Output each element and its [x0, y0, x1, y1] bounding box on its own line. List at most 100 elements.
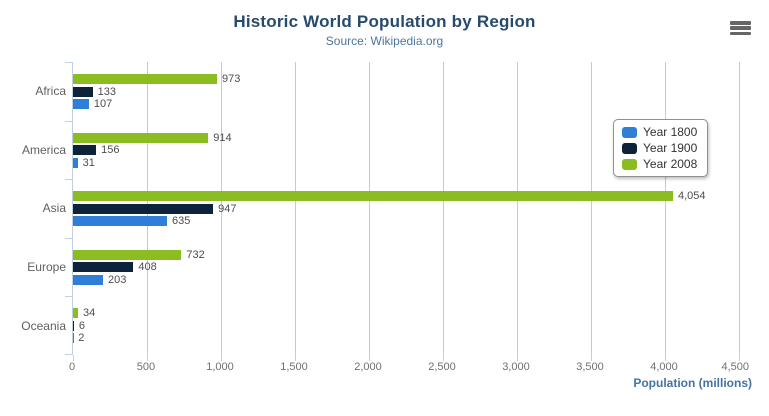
bar-africa-year-1800[interactable]	[73, 99, 89, 109]
x-tick-mark	[146, 355, 148, 361]
data-label: 31	[82, 156, 95, 169]
x-tick-label: 1,500	[280, 361, 308, 373]
data-label: 203	[108, 273, 127, 286]
bar-line: 133	[73, 85, 739, 98]
x-tick-mark	[220, 355, 222, 361]
bar-line: 732	[73, 248, 739, 261]
category-row: 914 156 31	[73, 121, 739, 180]
hamburger-icon	[730, 26, 751, 30]
bar-america-year-1800[interactable]	[73, 157, 78, 168]
legend-item-year-2008[interactable]: Year 2008	[622, 156, 697, 172]
chart-title: Historic World Population by Region	[233, 12, 536, 31]
gridline	[295, 62, 296, 355]
bar-line: 2	[73, 332, 739, 345]
legend-swatch	[622, 142, 637, 154]
bar-asia-year-1900[interactable]	[73, 203, 214, 214]
bar-line: 31	[73, 156, 739, 169]
bar-asia-year-2008[interactable]	[73, 191, 673, 202]
bar-europe-year-1800[interactable]	[73, 274, 104, 285]
bar-line: 203	[73, 273, 739, 286]
legend-label: Year 1900	[643, 141, 698, 155]
data-label: 973	[222, 73, 241, 85]
gridline	[443, 62, 444, 355]
bar-line: 408	[73, 261, 739, 274]
gridline	[220, 62, 222, 355]
y-tick-mark	[65, 237, 72, 239]
x-tick-mark	[517, 355, 518, 361]
x-tick-mark	[739, 355, 740, 361]
bar-america-year-1900[interactable]	[73, 145, 97, 156]
gridline	[739, 62, 740, 355]
bar-line: 635	[73, 216, 739, 227]
gridline	[517, 62, 518, 355]
x-tick-mark	[73, 355, 74, 361]
bar-africa-year-1900[interactable]	[73, 86, 93, 97]
data-label: 6	[78, 319, 85, 332]
bar-oceania-year-1900[interactable]	[73, 320, 74, 331]
category-row: 34 6 2	[73, 296, 739, 355]
category-row: 973 133 107	[73, 62, 739, 121]
legend-label: Year 1800	[643, 125, 698, 139]
gridline	[664, 62, 666, 355]
bar-line: 34	[73, 307, 739, 320]
hamburger-icon	[730, 31, 751, 35]
data-label: 4,054	[677, 190, 706, 203]
bar-line: 914	[73, 131, 739, 144]
y-tick-mark	[65, 62, 72, 63]
y-tick-mark	[65, 120, 72, 122]
x-tick-label: 1,000	[206, 361, 234, 373]
x-axis-title: Population (millions)	[633, 376, 752, 390]
x-tick-label: 3,500	[576, 361, 604, 373]
x-tick-mark	[591, 355, 592, 361]
legend-swatch	[622, 158, 637, 170]
data-label: 133	[97, 85, 117, 98]
bar-line: 107	[73, 98, 739, 110]
x-tick-label: 4,000	[650, 361, 678, 373]
bar-line: 973	[73, 73, 739, 85]
plot-area: 973 133 107 914 156 31 4,054 947 635 732 408 203 34 6…	[65, 62, 740, 361]
x-tick-mark	[443, 355, 444, 361]
data-label: 408	[138, 261, 157, 274]
legend-swatch	[622, 126, 637, 138]
category-label-asia: Asia	[42, 201, 66, 216]
data-label: 107	[93, 98, 113, 110]
bar-europe-year-1900[interactable]	[73, 262, 134, 273]
category-label-america: America	[21, 142, 66, 157]
category-label-oceania: Oceania	[21, 318, 66, 333]
x-tick-label: 2,500	[428, 361, 456, 373]
chart-subtitle: Source: Wikipedia.org	[325, 34, 444, 48]
x-tick-label: 4,500	[721, 361, 750, 373]
category-label-europe: Europe	[27, 260, 66, 275]
legend-item-year-1900[interactable]: Year 1900	[622, 140, 697, 156]
x-tick-mark	[664, 355, 666, 361]
y-tick-mark	[65, 296, 72, 298]
legend-label: Year 2008	[643, 157, 698, 171]
bar-europe-year-2008[interactable]	[73, 249, 182, 260]
bar-line: 6	[73, 319, 739, 332]
bar-america-year-2008[interactable]	[73, 132, 209, 143]
category-axis-labels: Africa America Asia Europe Oceania	[0, 62, 66, 355]
export-menu-button[interactable]	[730, 21, 751, 35]
bar-asia-year-1800[interactable]	[73, 216, 167, 227]
gridline	[591, 62, 592, 355]
data-label: 947	[218, 202, 237, 215]
y-tick-mark	[65, 354, 72, 355]
data-label: 34	[83, 307, 96, 320]
x-tick-mark	[295, 355, 296, 361]
data-label: 914	[213, 131, 232, 144]
bar-line: 947	[73, 202, 739, 215]
legend: Year 1800 Year 1900 Year 2008	[613, 119, 709, 177]
bar-line: 156	[73, 144, 739, 157]
hamburger-icon	[730, 21, 751, 25]
data-label: 2	[78, 332, 85, 345]
category-label-africa: Africa	[35, 84, 66, 99]
bar-africa-year-2008[interactable]	[73, 74, 217, 84]
x-tick-label: 2,000	[354, 361, 382, 373]
data-label: 156	[101, 144, 120, 157]
legend-item-year-1800[interactable]: Year 1800	[622, 124, 697, 140]
category-row: 4,054 947 635	[73, 179, 739, 238]
bar-oceania-year-2008[interactable]	[73, 308, 79, 319]
gridline	[368, 62, 370, 355]
data-label: 732	[186, 248, 205, 261]
